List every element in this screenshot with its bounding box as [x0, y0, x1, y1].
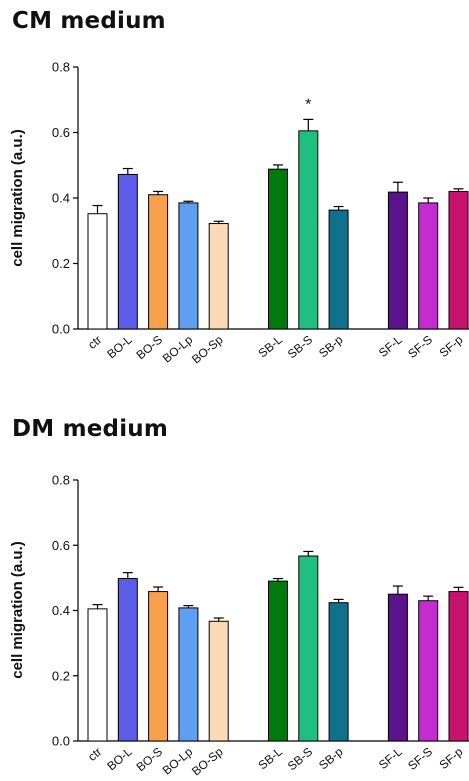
bar: [387, 191, 408, 330]
y-tick-label: 0.4: [52, 191, 70, 206]
x-tick-label: SB-S: [285, 745, 315, 774]
bar: [418, 600, 439, 742]
x-tick-label: BO-Lp: [160, 744, 196, 777]
x-tick-label: SB-p: [316, 744, 346, 772]
y-tick-label: 0.8: [52, 60, 70, 75]
y-axis-label: cell migration (a.u.): [9, 541, 26, 679]
y-tick-label: 0.6: [52, 125, 70, 140]
x-tick-label: SF-L: [376, 332, 405, 360]
bar: [298, 130, 319, 330]
x-tick-label: SF-p: [437, 744, 466, 772]
y-axis-label: cell migration (a.u.): [9, 129, 26, 267]
chart-panel-cm: CM medium 0.0 0.2 0.4 0.6 0.8 cell migration …: [0, 0, 469, 390]
x-tick-label: BO-L: [104, 744, 135, 773]
y-tick-label: 0.4: [52, 603, 70, 618]
y-tick-label: 0.6: [52, 538, 70, 553]
bar: [208, 620, 229, 742]
bar: [117, 578, 138, 742]
x-tick-label: SF-S: [405, 745, 435, 773]
y-tick-label: 0.0: [52, 734, 70, 749]
x-tick-label: ctr: [85, 333, 104, 352]
y-tick-label: 0.8: [52, 473, 70, 488]
x-tick-label: BO-L: [104, 332, 135, 361]
bar: [208, 223, 229, 330]
bar: [328, 209, 349, 330]
x-tick-label: SB-L: [255, 332, 285, 360]
x-tick-label: SF-S: [405, 333, 435, 361]
chart-title: CM medium: [12, 8, 166, 34]
x-tick-label: BO-S: [134, 745, 165, 775]
bar: [418, 202, 439, 330]
significance-annotation: *: [305, 96, 311, 113]
x-tick-label: BO-Lp: [160, 332, 196, 365]
x-tick-label: SF-p: [437, 332, 466, 360]
bar: [178, 202, 199, 330]
bar: [387, 593, 408, 742]
bar: [298, 555, 319, 742]
x-tick-label: BO-S: [134, 333, 165, 363]
bar: [328, 602, 349, 742]
bar: [178, 607, 199, 742]
y-tick-label: 0.2: [52, 668, 70, 683]
x-tick-label: BO-Sp: [189, 332, 226, 366]
x-tick-label: SB-p: [316, 332, 346, 360]
bar: [148, 194, 169, 330]
x-tick-label: SF-L: [376, 744, 405, 772]
y-tick-label: 0.2: [52, 256, 70, 271]
bar: [448, 190, 469, 330]
bar: [87, 213, 108, 330]
bar: [268, 580, 288, 742]
bar: [448, 591, 469, 742]
x-tick-label: SB-S: [285, 333, 315, 362]
bar: [268, 168, 288, 330]
bar: [148, 591, 169, 742]
bar: [117, 173, 138, 330]
x-tick-label: ctr: [85, 745, 104, 764]
x-tick-label: BO-Sp: [189, 744, 226, 778]
chart-title: DM medium: [12, 416, 169, 442]
chart-panel-dm: DM medium 0.0 0.2 0.4 0.6 0.8 cell migration …: [0, 410, 469, 781]
x-tick-label: SB-L: [255, 744, 285, 772]
y-tick-label: 0.0: [52, 322, 70, 337]
bar: [87, 608, 108, 742]
